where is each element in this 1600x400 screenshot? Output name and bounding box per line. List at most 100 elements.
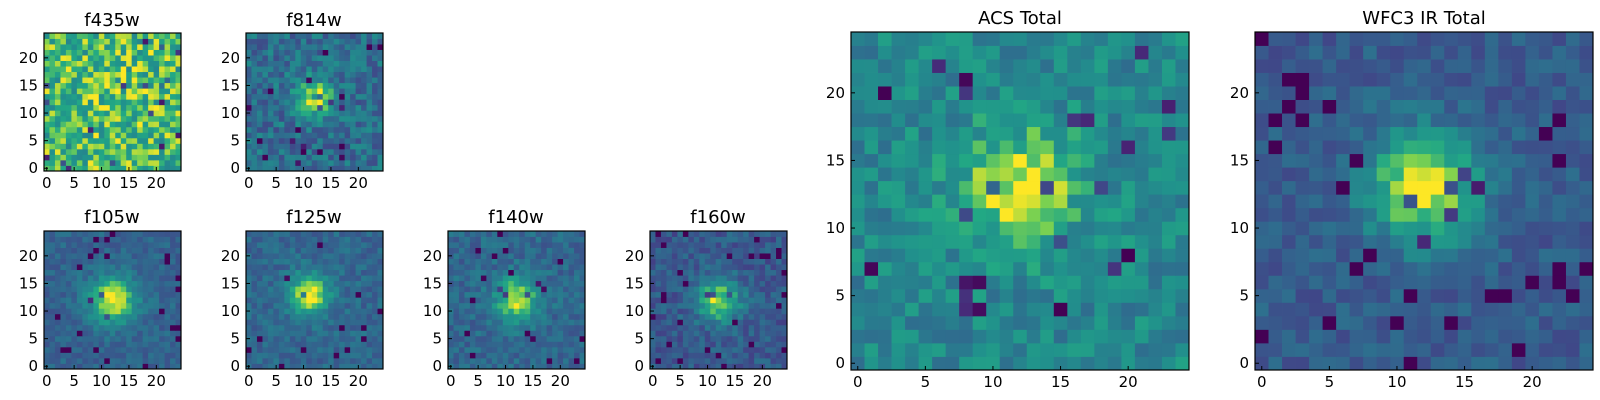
heatmap-cell [530,286,537,293]
heatmap-cell [131,247,138,254]
heatmap-cell [311,341,318,348]
heatmap-cell [959,140,974,155]
heatmap-cell [574,319,580,326]
heatmap-cell [1349,234,1364,249]
heatmap-cell [1080,86,1095,100]
heatmap-cell [682,357,689,364]
heatmap-cell [273,143,280,150]
heatmap-cell [350,55,356,61]
heatmap-cell [137,302,144,309]
heatmap-cell [1579,302,1594,317]
heatmap-cell [508,319,515,326]
heatmap-cell [1080,342,1095,357]
heatmap-cell [60,104,67,111]
heatmap-cell [317,236,324,243]
heatmap-cell [49,357,56,364]
heatmap-cell [1484,221,1499,236]
heatmap-cell [453,258,460,265]
heatmap-cell [1430,261,1445,276]
heatmap-cell [322,154,329,161]
heatmap-cell [666,352,673,359]
heatmap-cell [453,280,460,287]
heatmap-cell [1457,248,1472,263]
heatmap-cell [273,33,280,39]
heatmap-cell [284,319,291,326]
heatmap-cell [306,66,313,73]
heatmap-cell [765,291,771,298]
heatmap-cell [1498,234,1513,249]
heatmap-cell [256,253,263,259]
heatmap-cell [131,60,138,67]
heatmap-cell [530,258,537,265]
heatmap-cell [568,264,575,271]
heatmap-cell [1511,342,1526,357]
heatmap-cell [109,269,116,276]
heatmap-cell [448,341,454,348]
heatmap-cell [688,253,695,259]
heatmap-cell [372,60,378,67]
heatmap-cell [1175,261,1190,276]
x-tick-label: 0 [42,174,52,192]
heatmap-cell [765,269,771,276]
heatmap-cell [1148,288,1163,303]
heatmap-cell [458,313,465,320]
heatmap-cell [65,33,72,39]
heatmap-cell [945,180,960,195]
heatmap-cell [878,32,892,46]
heatmap-cell [109,313,116,320]
y-tick-label: 20 [423,247,442,265]
heatmap-cell [1094,248,1109,263]
heatmap-cell [677,313,684,320]
heatmap-cell [333,121,340,128]
heatmap-cell [458,291,465,298]
heatmap-cell [945,221,960,236]
heatmap-cell [104,165,111,172]
heatmap-cell [759,280,766,287]
heatmap-cell [721,247,728,254]
heatmap-cell [1417,261,1432,276]
heatmap-cell [333,269,340,276]
heatmap-cell [142,159,149,166]
heatmap-cell [905,113,919,128]
heatmap-cell [311,60,318,67]
heatmap-cell [1040,248,1055,263]
heatmap-cell [781,247,788,254]
heatmap-cell [339,319,346,326]
heatmap-cell [49,286,56,293]
heatmap-cell [60,137,67,144]
heatmap-cell [480,308,487,315]
heatmap-cell [579,275,586,282]
heatmap-cell [959,221,974,236]
heatmap-cell [93,132,100,139]
heatmap-cell [71,132,78,139]
heatmap-cell [688,231,695,237]
heatmap-cell [1579,342,1594,357]
heatmap-cell [153,104,160,111]
heatmap-cell [754,236,760,243]
heatmap-cell [148,236,154,243]
heatmap-cell [251,258,258,265]
heatmap-cell [377,71,384,78]
heatmap-cell [1565,248,1580,263]
heatmap-cell [355,302,362,309]
heatmap-cell [267,236,274,243]
heatmap-cell [1040,167,1055,182]
heatmap-cell [535,275,542,282]
heatmap-cell [339,88,346,95]
heatmap-cell [289,346,296,353]
heatmap-cell [905,261,919,276]
heatmap-cell [530,275,537,282]
heatmap-cell [65,236,72,243]
heatmap-cell [715,264,722,271]
heatmap-cell [131,71,138,78]
y-tick-label: 20 [221,49,240,67]
heatmap-cell [251,115,258,122]
heatmap-cell [350,93,356,100]
heatmap-cell [1040,113,1055,128]
heatmap-cell [986,167,1001,182]
heatmap-cell [972,248,987,263]
heatmap-cell [295,71,302,78]
heatmap-cell [278,132,285,139]
heatmap-cell [1067,140,1082,155]
x-tick-label: 5 [675,372,685,390]
